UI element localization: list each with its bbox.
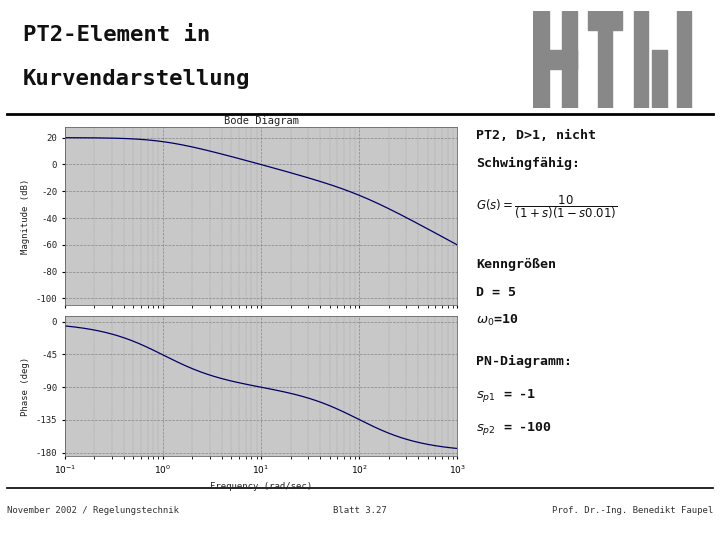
Text: $s_{p2}$ = -100: $s_{p2}$ = -100 [477, 420, 552, 437]
Text: November 2002 / Regelungstechnik: November 2002 / Regelungstechnik [7, 506, 179, 515]
Y-axis label: Phase (deg): Phase (deg) [21, 356, 30, 416]
Title: Bode Diagram: Bode Diagram [223, 116, 299, 126]
Y-axis label: Magnitude (dB): Magnitude (dB) [21, 178, 30, 254]
Text: D = 5: D = 5 [477, 286, 516, 299]
Bar [634, 11, 648, 108]
Text: $\omega_0$=10: $\omega_0$=10 [477, 313, 519, 328]
Text: $G(s) = \dfrac{10}{(1+s)(1-s0.01)}$: $G(s) = \dfrac{10}{(1+s)(1-s0.01)}$ [477, 193, 618, 221]
Text: $s_{p1}$ = -1: $s_{p1}$ = -1 [477, 387, 536, 404]
Bar [533, 50, 577, 69]
Bar [677, 11, 691, 108]
Bar [533, 11, 549, 108]
Text: Kurvendarstellung: Kurvendarstellung [23, 69, 250, 89]
Text: PT2, D>1, nicht: PT2, D>1, nicht [477, 130, 596, 143]
Text: PN-Diagramm:: PN-Diagramm: [477, 354, 572, 368]
Text: PT2-Element in: PT2-Element in [23, 25, 210, 45]
Text: Schwingfähig:: Schwingfähig: [477, 157, 580, 170]
Bar [562, 11, 577, 108]
X-axis label: Frequency (rad/sec): Frequency (rad/sec) [210, 482, 312, 491]
Bar [588, 11, 622, 30]
Bar [652, 50, 667, 108]
Text: Kenngrößen: Kenngrößen [477, 258, 557, 271]
Text: Prof. Dr.-Ing. Benedikt Faupel: Prof. Dr.-Ing. Benedikt Faupel [552, 506, 713, 515]
Text: Blatt 3.27: Blatt 3.27 [333, 506, 387, 515]
Bar [598, 30, 612, 108]
